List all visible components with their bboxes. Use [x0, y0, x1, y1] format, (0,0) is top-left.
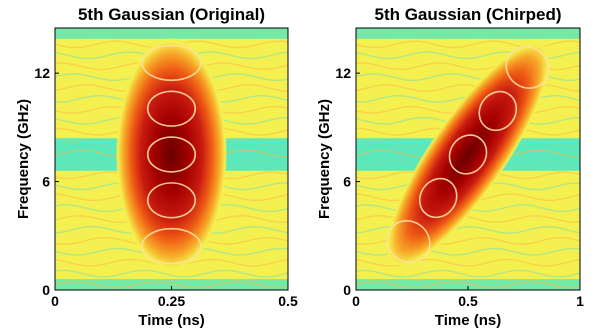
pulse-energy [385, 40, 551, 269]
contour-loop [146, 136, 197, 173]
y-tick-label: 0 [343, 282, 351, 298]
chart-title: 5th Gaussian (Chirped) [374, 5, 561, 24]
y-tick-label: 6 [343, 174, 351, 190]
contour-lines [141, 44, 202, 265]
y-tick-label: 12 [335, 65, 351, 81]
x-tick-label: 0 [352, 293, 360, 309]
contour-loop [386, 220, 431, 263]
contour-loop [448, 134, 488, 175]
chart-panel-2 [355, 27, 581, 291]
y-axis-label: Frequency (GHz) [316, 99, 333, 219]
y-tick-label: 0 [42, 282, 50, 298]
x-tick-label: 1 [576, 293, 584, 309]
cyan-fringe-1 [356, 28, 580, 39]
y-tick-label: 12 [34, 65, 50, 81]
x-tick-label: 0.25 [158, 293, 185, 309]
chart-title: 5th Gaussian (Original) [78, 5, 265, 24]
x-axis-label: Time (ns) [138, 312, 204, 329]
x-tick-label: 0 [51, 293, 59, 309]
x-tick-label: 0.5 [458, 293, 478, 309]
contour-loop [418, 177, 458, 219]
contour-loop [478, 90, 518, 132]
cyan-fringe-2 [356, 279, 580, 290]
pulse-energy [115, 37, 228, 272]
chart-panel-1 [54, 27, 289, 291]
contour-loop [146, 90, 197, 127]
contour-lines [386, 45, 550, 263]
x-axis-label: Time (ns) [435, 312, 501, 329]
contour-loop [505, 45, 550, 89]
cyan-fringe-1 [55, 28, 288, 39]
contour-loop [141, 44, 202, 82]
x-tick-label: 0.5 [278, 293, 298, 309]
y-axis-label: Frequency (GHz) [15, 99, 32, 219]
contour-loop [141, 227, 202, 265]
cyan-fringe-2 [55, 279, 288, 290]
contour-loop [146, 182, 197, 219]
y-tick-label: 6 [42, 174, 50, 190]
